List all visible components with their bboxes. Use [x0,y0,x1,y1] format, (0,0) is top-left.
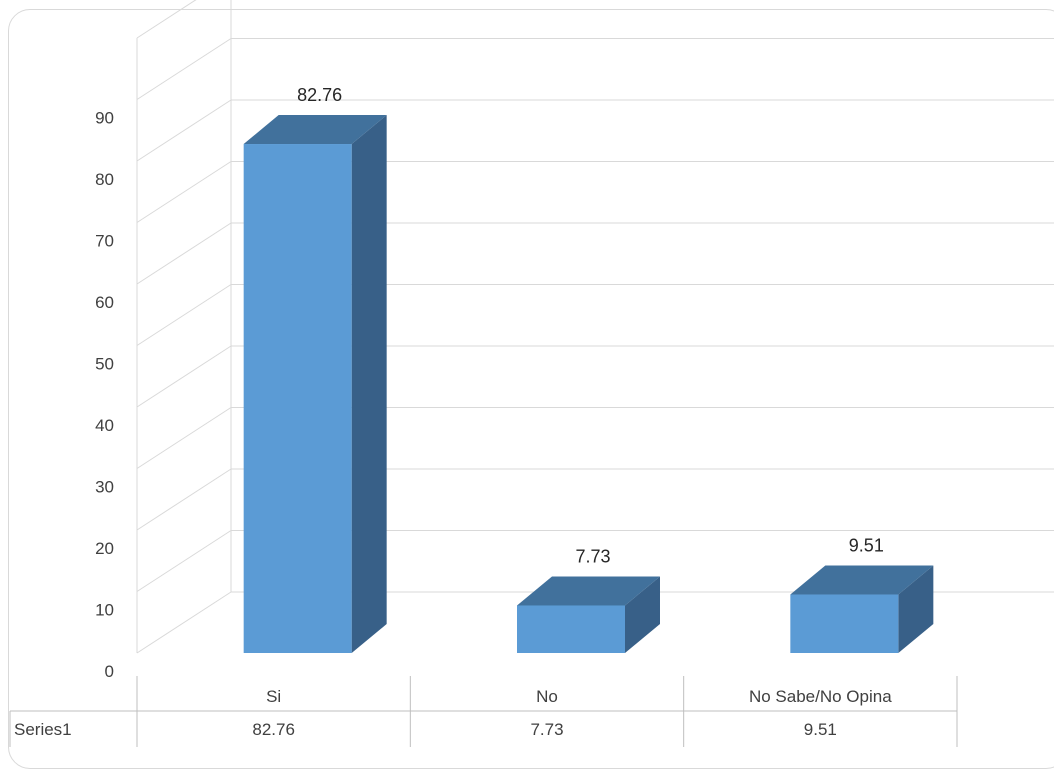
table-value: 7.73 [530,720,563,739]
bar-chart: 0 10 20 30 40 50 60 70 80 90 82.76 7.73 9.51 Series… [9,0,1054,747]
y-tick-label: 60 [95,293,114,312]
data-label: 82.76 [297,85,342,105]
table-series-name: Series1 [14,720,72,739]
y-tick-label: 90 [95,109,114,128]
y-tick-label: 30 [95,478,114,497]
data-label: 9.51 [849,536,884,556]
data-label: 7.73 [575,546,610,566]
side-gridline [136,591,232,654]
side-gridline [136,222,232,285]
side-gridline [136,99,232,162]
y-tick-label: 70 [95,232,114,251]
y-tick-label: 20 [95,539,114,558]
side-gridline [136,345,232,408]
y-axis-ticks: 0 10 20 30 40 50 60 70 80 90 [95,109,114,682]
y-tick-label: 50 [95,355,114,374]
side-gridline [136,284,232,346]
side-gridline [136,530,232,592]
y-tick-label: 80 [95,170,114,189]
y-tick-label: 10 [95,601,114,620]
bar-side [351,115,387,653]
bar-no-sabe-no-opina [790,565,934,653]
table-value: 82.76 [252,720,295,739]
bar-si [243,115,387,653]
bar-front [790,594,899,653]
bar-side [625,576,660,653]
data-table: Series1 Si 82.76 No 7.73 No Sabe/No Opina 9.51 [9,676,958,747]
bars [243,115,934,653]
bar-no [517,576,660,653]
x-category-label: Si [266,687,281,706]
data-labels: 82.76 7.73 9.51 [297,85,884,566]
x-category-label: No [536,687,558,706]
bar-top [517,576,660,606]
bar-front [517,605,625,653]
side-gridline [136,38,232,100]
bar-top [243,115,387,145]
side-gridline [136,468,232,531]
bar-front [243,144,352,653]
bar-side [898,565,934,653]
bar-top [790,565,934,595]
x-category-label: No Sabe/No Opina [749,687,892,706]
side-gridline [136,407,232,469]
table-value: 9.51 [804,720,837,739]
y-tick-label: 40 [95,416,114,435]
side-gridline [136,0,197,39]
side-gridline [136,161,232,223]
y-tick-label: 0 [105,662,114,681]
